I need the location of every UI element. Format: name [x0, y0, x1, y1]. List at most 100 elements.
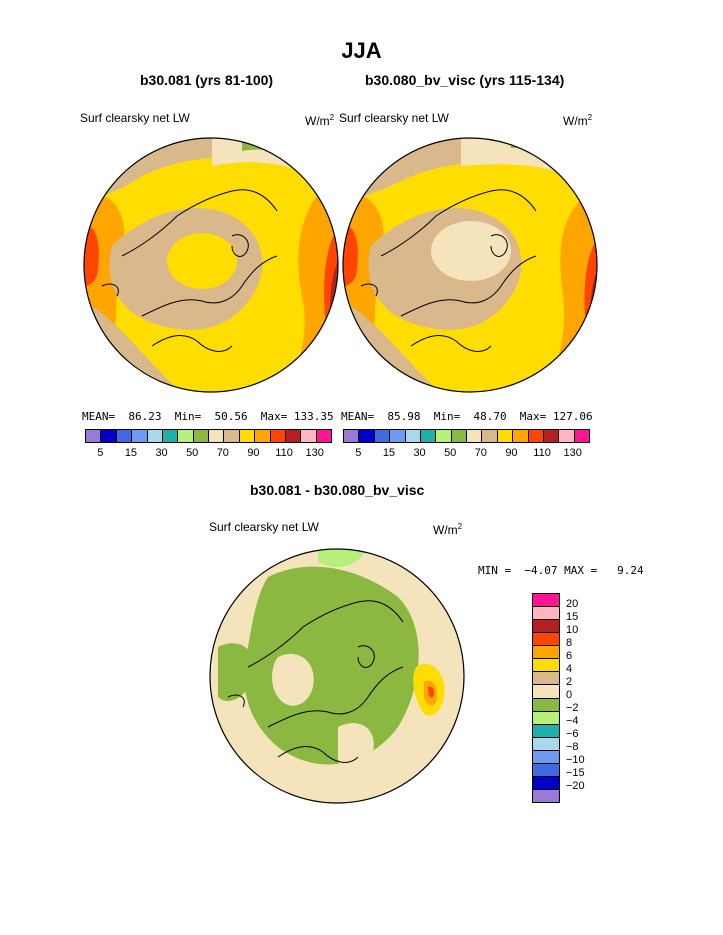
panel2-subtitle: b30.080_bv_visc (yrs 115-134) [365, 72, 565, 88]
panel2-colorbar-swatch [359, 430, 375, 442]
panel2-colorbar-tick: 130 [563, 447, 582, 459]
diff-colorbar-swatch [533, 711, 559, 725]
panel2-colorbar [343, 429, 590, 443]
diff-colorbar-tick: 20 [566, 598, 579, 610]
panel1-colorbar-tick: 70 [216, 447, 229, 459]
panel2-stats: MEAN= 85.98 Min= 48.70 Max= 127.06 [341, 410, 593, 423]
diff-colorbar-swatch [533, 763, 559, 777]
panel1-unit: W/m2 [305, 113, 335, 128]
panel2-colorbar-swatch [543, 430, 560, 442]
diff-coastlines [227, 600, 404, 763]
diff-colorbar-tick: −4 [566, 715, 579, 727]
panel2-colorbar-swatch [482, 430, 498, 442]
panel1-colorbar-swatch [316, 430, 331, 442]
panel2-colorbar-swatch [405, 430, 421, 442]
panel1-colorbar-tick: 30 [155, 447, 168, 459]
panel2-colorbar-swatch [513, 430, 529, 442]
diff-colorbar-tick: −10 [566, 754, 585, 766]
panel1-colorbar-swatch [224, 430, 240, 442]
diff-colorbar-swatch [533, 776, 559, 790]
panel2-colorbar-swatch [374, 430, 391, 442]
panel2-colorbar-swatch [390, 430, 406, 442]
panel2-polar-map [342, 137, 598, 393]
panel2-colorbar-tick: 110 [533, 447, 551, 459]
panel2-colorbar-swatch [344, 430, 360, 442]
panel1-subtitle: b30.081 (yrs 81-100) [140, 72, 274, 88]
panel1-colorbar-swatch [255, 430, 271, 442]
diff-colorbar-tick: −6 [566, 728, 579, 740]
panel2-colorbar-tick: 50 [444, 447, 457, 459]
panel1-colorbar-tick: 15 [124, 447, 138, 459]
panel2-colorbar-tick: 70 [474, 447, 487, 459]
diff-colorbar-tick: −8 [566, 741, 579, 753]
panel2-variable-label: Surf clearsky net LW [339, 111, 449, 125]
panel1-colorbar-swatch [178, 430, 194, 442]
panel1-colorbar-swatch [116, 430, 133, 442]
panel1-colorbar-tick: 110 [275, 447, 293, 459]
panel1-colorbar-swatch [209, 430, 225, 442]
diff-polar-map [209, 548, 465, 804]
diff-colorbar-swatch [533, 789, 559, 802]
panel1-yellow-pole [167, 233, 237, 289]
diff-colorbar-tick: 15 [566, 611, 579, 623]
diff-colorbar-tick: 0 [566, 689, 573, 701]
panel1-colorbar-tick: 90 [247, 447, 260, 459]
diff-cream-patch [272, 653, 314, 706]
panel2-unit: W/m2 [563, 113, 593, 128]
diff-colorbar-swatch [533, 737, 559, 751]
panel2-colorbar-tick: 5 [355, 447, 362, 459]
diff-colorbar-swatch [533, 646, 559, 660]
panel1-colorbar-tick: 5 [97, 447, 104, 459]
panel2-colorbar-tick: 15 [382, 447, 396, 459]
panel1-colorbar-tick: 50 [186, 447, 199, 459]
diff-colorbar-tick: −2 [566, 702, 579, 714]
diff-colorbar-swatch [533, 750, 559, 764]
panel1-colorbar-swatch [101, 430, 117, 442]
panel2-colorbar-swatch [420, 430, 437, 442]
diff-subtitle: b30.081 - b30.080_bv_visc [250, 482, 425, 498]
diff-colorbar-swatch [533, 607, 559, 621]
panel2-colorbar-swatch [528, 430, 544, 442]
panel1-colorbar-swatch [193, 430, 209, 442]
panel1-colorbar-swatch [162, 430, 179, 442]
diff-colorbar-tick: 2 [566, 676, 573, 688]
panel1-map-border [83, 137, 339, 393]
diff-colorbar-tick: 10 [566, 624, 579, 636]
diff-lightgreen-north [318, 549, 368, 567]
panel2-colorbar-swatch [451, 430, 467, 442]
diff-colorbar-swatch [533, 659, 559, 673]
diff-colorbar-swatch [533, 633, 559, 647]
diff-colorbar-swatch [533, 594, 559, 608]
panel2-map-border [342, 137, 598, 393]
diff-colorbar-tick: 8 [566, 637, 573, 649]
panel2-colorbar-swatch [559, 430, 575, 442]
panel1-coastlines [101, 189, 278, 352]
diff-colorbar-swatch [533, 685, 559, 699]
panel2-colorbar-swatch [574, 430, 589, 442]
diff-cream-patch-south [338, 723, 374, 771]
panel1-colorbar [85, 429, 332, 443]
panel1-colorbar-swatch [86, 430, 102, 442]
panel2-coastlines [360, 189, 537, 352]
panel1-colorbar-swatch [132, 430, 148, 442]
panel1-polar-map [83, 137, 339, 393]
diff-variable-label: Surf clearsky net LW [209, 520, 319, 534]
panel1-variable-label: Surf clearsky net LW [80, 111, 190, 125]
diff-red-anomaly [428, 686, 435, 698]
panel1-colorbar-tick: 130 [305, 447, 324, 459]
panel2-colorbar-swatch [436, 430, 452, 442]
panel2-colorbar-swatch [467, 430, 483, 442]
diff-colorbar-tick: −15 [566, 767, 585, 779]
panel1-colorbar-swatch [270, 430, 286, 442]
panel1-colorbar-swatch [285, 430, 302, 442]
diff-green-west [218, 643, 254, 701]
diff-colorbar-swatch [533, 724, 559, 738]
panel1-stats: MEAN= 86.23 Min= 50.56 Max= 133.35 [82, 410, 334, 423]
panel1-colorbar-swatch [301, 430, 317, 442]
diff-colorbar [532, 593, 560, 803]
diff-stats: MIN = −4.07 MAX = 9.24 [478, 564, 644, 577]
diff-colorbar-swatch [533, 698, 559, 712]
diff-colorbar-swatch [533, 672, 559, 686]
diff-colorbar-tick: −20 [566, 780, 585, 792]
diff-colorbar-tick: 4 [566, 663, 573, 675]
